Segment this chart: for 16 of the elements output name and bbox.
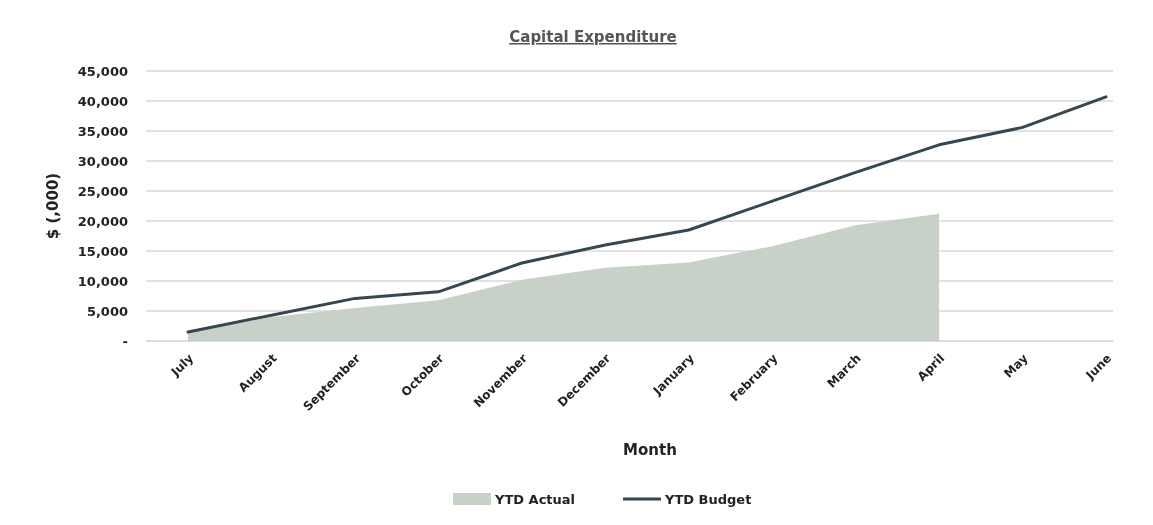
legend-label: YTD Budget — [664, 492, 752, 507]
y-tick-label: 35,000 — [77, 124, 128, 139]
y-tick-label: 25,000 — [77, 184, 128, 199]
y-tick-label: 5,000 — [86, 304, 128, 319]
y-tick-label: - — [122, 334, 128, 349]
y-tick-label: 40,000 — [77, 94, 128, 109]
line-series — [186, 95, 1108, 334]
y-tick-label: 10,000 — [77, 274, 128, 289]
y-tick-label: 20,000 — [77, 214, 128, 229]
y-tick-label: 15,000 — [77, 244, 128, 259]
chart-title: Capital Expenditure — [509, 28, 677, 46]
y-tick-label: 45,000 — [77, 64, 128, 79]
y-tick-label: 30,000 — [77, 154, 128, 169]
x-axis-title: Month — [623, 441, 677, 459]
y-axis-title: $ (,000) — [44, 172, 62, 240]
legend-label: YTD Actual — [494, 492, 576, 507]
